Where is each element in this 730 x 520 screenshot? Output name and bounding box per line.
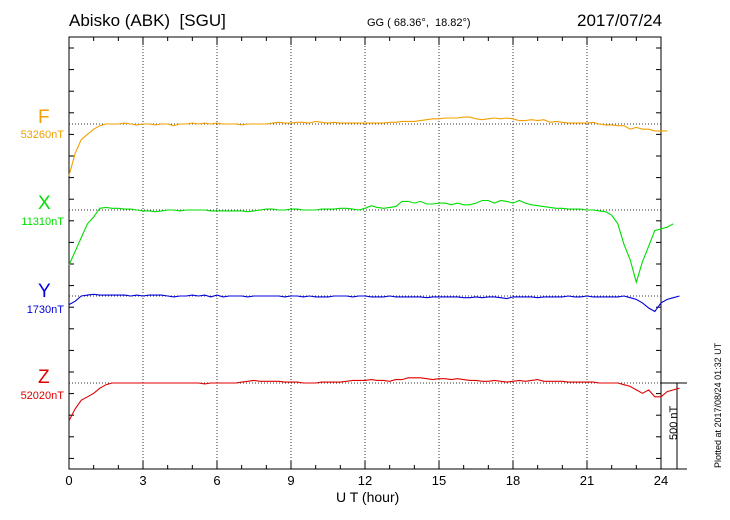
- channel-name-x: X: [38, 193, 51, 214]
- scale-bar: [661, 382, 687, 470]
- geographic-coords: GG ( 68.36°, 18.82°): [367, 17, 471, 29]
- x-tick-label: 0: [65, 473, 73, 488]
- series-group: [68, 116, 680, 422]
- x-tick-label: 3: [139, 473, 147, 488]
- channel-name-f: F: [38, 107, 50, 128]
- x-tick-label: 6: [213, 473, 221, 488]
- station-title: Abisko (ABK) [SGU]: [69, 11, 226, 30]
- series-line-z: [68, 377, 680, 422]
- channel-name-z: Z: [38, 367, 50, 388]
- series-line-y: [68, 293, 680, 313]
- scale-bar-label: 500 nT: [668, 405, 680, 440]
- channel-baseline-y: 1730nT: [26, 304, 64, 316]
- x-tick-label: 24: [653, 473, 669, 488]
- date-label: 2017/07/24: [577, 11, 663, 30]
- plotted-timestamp: Plotted at 2017/08/24 01:32 UT: [713, 342, 723, 468]
- channel-baseline-f: 53260nT: [20, 129, 64, 141]
- x-tick-label: 15: [431, 473, 447, 488]
- channel-baseline-x: 11310nT: [21, 216, 64, 228]
- channel-baseline-z: 52020nT: [20, 390, 64, 402]
- x-tick-label: 9: [287, 473, 295, 488]
- series-line-x: [68, 199, 674, 285]
- channel-name-y: Y: [38, 281, 51, 302]
- series-line-f: [68, 116, 668, 176]
- axis-ticks: [68, 37, 662, 469]
- x-tick-label: 21: [579, 473, 595, 488]
- x-tick-label: 18: [505, 473, 521, 488]
- x-tick-label: 12: [357, 473, 373, 488]
- x-axis-label: U T (hour): [336, 489, 400, 505]
- grid-lines: [69, 37, 661, 469]
